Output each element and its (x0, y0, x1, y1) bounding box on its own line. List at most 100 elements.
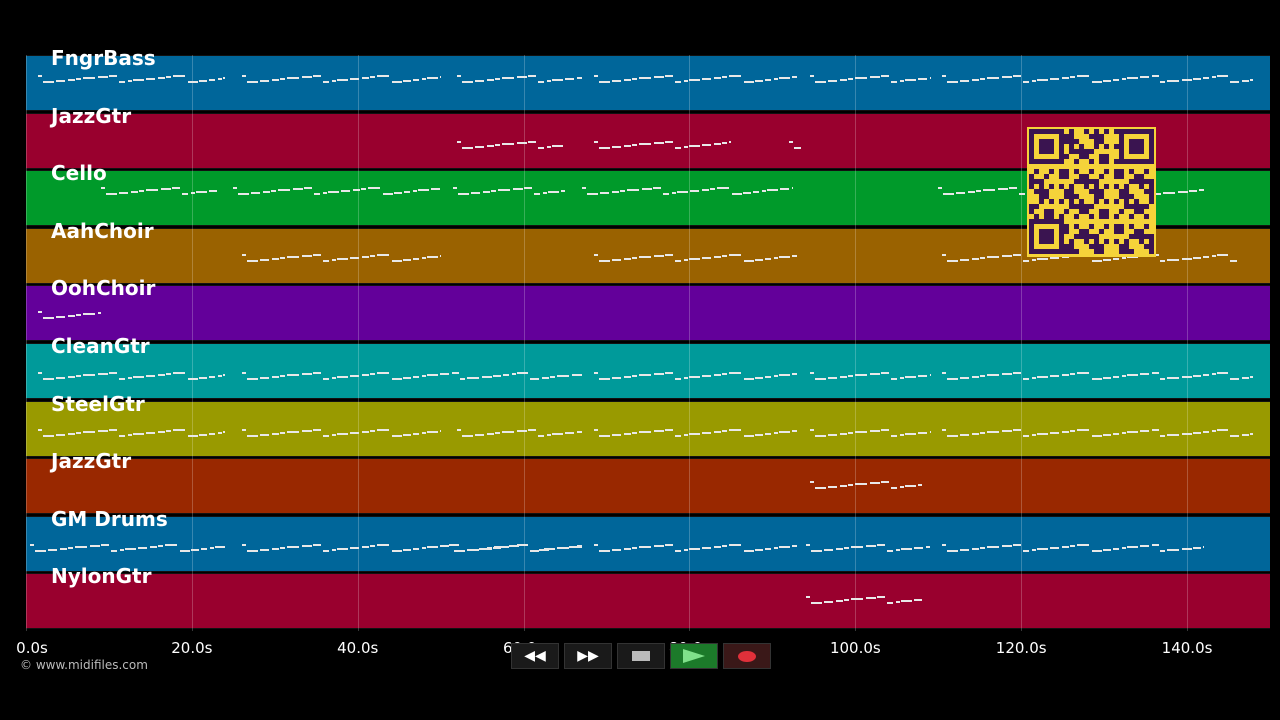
midi-note (847, 484, 853, 487)
midi-note (125, 548, 137, 551)
midi-note (158, 545, 164, 548)
midi-note (886, 550, 893, 553)
midi-note (218, 78, 223, 81)
qr-module (1074, 159, 1079, 164)
qr-module (1044, 139, 1049, 144)
midi-note (755, 549, 764, 552)
qr-module (1139, 129, 1144, 134)
midi-note (336, 433, 348, 436)
qr-module (1044, 234, 1049, 239)
midi-note (475, 434, 485, 437)
midi-note (779, 546, 791, 549)
midi-note (271, 257, 279, 260)
rewind-button[interactable]: ◀◀ (511, 643, 559, 669)
qr-module (1044, 174, 1049, 179)
qr-module (1079, 234, 1084, 239)
midi-note (684, 434, 689, 437)
midi-note (286, 373, 299, 376)
qr-module (1089, 169, 1094, 174)
midi-note (1230, 377, 1240, 380)
record-button[interactable] (723, 643, 771, 669)
midi-note (413, 190, 418, 193)
midi-note (259, 376, 269, 379)
midi-note (742, 192, 751, 195)
qr-module (1089, 134, 1094, 139)
midi-note (639, 255, 652, 258)
midi-note (774, 432, 779, 435)
qr-module (1104, 184, 1109, 189)
midi-note (180, 550, 191, 553)
track-lane: JazzGtr (26, 449, 1270, 515)
midi-note (942, 544, 947, 547)
stop-button[interactable] (617, 643, 665, 669)
midi-note (1023, 377, 1030, 380)
track-lane: GM Drums (26, 507, 1270, 572)
midi-note (689, 375, 701, 378)
midi-note (483, 191, 491, 194)
qr-module (1044, 189, 1049, 194)
qr-module (1049, 229, 1054, 234)
qr-module (1114, 174, 1119, 179)
midi-note (487, 433, 495, 436)
midi-note (35, 550, 47, 553)
midi-note (336, 257, 348, 260)
midi-note (675, 259, 682, 262)
midi-note (675, 147, 682, 150)
fast-forward-button[interactable]: ▶▶ (564, 643, 612, 669)
midi-note (412, 375, 419, 378)
midi-note (1230, 259, 1237, 262)
midi-note (1193, 547, 1202, 550)
midi-note (502, 431, 515, 434)
midi-note (594, 141, 599, 144)
midi-note (166, 372, 172, 375)
midi-note (421, 256, 426, 259)
midi-note (383, 193, 394, 196)
midi-note (1077, 429, 1090, 432)
midi-note (1070, 430, 1076, 433)
midi-note (792, 254, 798, 257)
midi-note (639, 143, 652, 146)
qr-module (1029, 234, 1034, 239)
midi-note (30, 544, 35, 547)
midi-note (675, 550, 682, 553)
midi-note (349, 374, 359, 377)
midi-note (805, 544, 810, 547)
qr-module (1084, 174, 1089, 179)
midi-note (453, 187, 458, 190)
qr-module (1089, 234, 1094, 239)
midi-note (599, 259, 611, 262)
midi-note (76, 374, 82, 377)
midi-note (1013, 544, 1022, 547)
qr-module (1044, 239, 1049, 244)
qr-module (1129, 169, 1134, 174)
midi-note (702, 432, 712, 435)
midi-note (809, 429, 814, 432)
qr-module (1084, 184, 1089, 189)
grid-line (26, 55, 27, 631)
midi-note (938, 187, 943, 190)
qr-module (1119, 149, 1124, 154)
qr-module (1044, 149, 1049, 154)
qr-module (1029, 229, 1034, 234)
midi-note (1062, 373, 1070, 376)
midi-note (146, 374, 156, 377)
midi-note (581, 187, 586, 190)
grid-line (523, 55, 525, 631)
midi-note (632, 374, 638, 377)
midi-note (714, 546, 722, 549)
midi-note (271, 190, 277, 193)
midi-note (98, 372, 109, 375)
midi-note (1212, 372, 1217, 375)
midi-note (101, 544, 110, 547)
qr-module (1084, 129, 1089, 134)
play-button[interactable] (670, 643, 718, 669)
time-tick-label: 140.0s (1161, 639, 1213, 657)
qr-module (1134, 204, 1139, 209)
midi-note (839, 485, 847, 488)
midi-note (1122, 78, 1127, 81)
midi-note (421, 78, 426, 81)
qr-module (1044, 144, 1049, 149)
midi-note (349, 547, 359, 550)
midi-note (632, 78, 638, 81)
midi-note (160, 188, 171, 191)
